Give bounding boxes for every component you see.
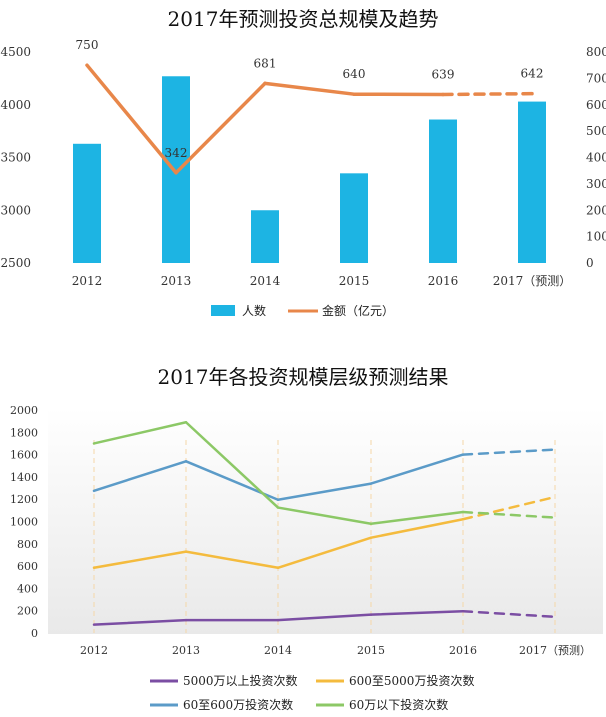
amount-line-segment <box>441 91 534 97</box>
series-segment <box>461 495 557 521</box>
chart-total-investment: 2017年预测投资总规模及趋势 750 342 681 640 639 642 2500 3… <box>0 7 606 318</box>
right-axis-tick: 200 <box>586 203 606 217</box>
x-axis-tick: 2015 <box>357 644 385 657</box>
bar-2015 <box>340 173 368 263</box>
series-segment <box>276 613 373 622</box>
series-line-2 <box>92 448 557 502</box>
right-axis-tick: 400 <box>586 151 606 165</box>
x-axis-tick: 2015 <box>339 274 370 288</box>
series-segment <box>184 460 280 502</box>
y-axis-tick: 2000 <box>10 404 38 417</box>
bar-2017 <box>518 101 546 264</box>
chart2-legend: 5000万以上投资次数 600至5000万投资次数 60至600万投资次数 60… <box>150 673 474 712</box>
bar-2012 <box>73 143 101 263</box>
right-axis-tick: 300 <box>586 177 606 191</box>
x-axis-tick: 2013 <box>161 274 192 288</box>
y-axis-tick: 1200 <box>10 493 38 506</box>
chart1-data-labels: 750 342 681 640 639 642 <box>76 38 544 160</box>
bar-2014 <box>251 210 279 263</box>
legend-label-600-5000: 600至5000万投资次数 <box>349 673 474 688</box>
legend-label-60-600: 60至600万投资次数 <box>183 697 293 712</box>
right-axis-tick: 600 <box>586 98 606 112</box>
y-axis-tick: 1600 <box>10 449 38 462</box>
chart2-series <box>92 421 557 626</box>
legend-swatch-people <box>211 305 235 316</box>
y-axis-tick: 1000 <box>10 516 38 529</box>
series-segment <box>184 550 280 570</box>
amount-data-label: 639 <box>432 67 455 81</box>
series-segment <box>92 618 188 626</box>
y-axis-tick: 600 <box>17 560 38 573</box>
y-axis-tick: 0 <box>31 627 38 640</box>
series-segment <box>369 610 465 616</box>
legend-label-amount: 金额（亿元） <box>322 303 394 318</box>
x-axis-tick: 2017（预测） <box>519 644 591 657</box>
series-segment <box>276 506 373 525</box>
right-axis-tick: 500 <box>586 124 606 138</box>
y-axis-tick: 800 <box>17 538 38 551</box>
x-axis-tick: 2017（预测） <box>493 274 572 288</box>
series-segment <box>92 421 188 445</box>
x-axis-tick: 2014 <box>264 644 292 657</box>
series-segment <box>461 510 557 519</box>
series-segment <box>276 482 373 502</box>
amount-line-segment <box>85 63 178 175</box>
bar-2016 <box>429 119 457 264</box>
chart1-bars <box>73 76 546 264</box>
y-axis-tick: 1400 <box>10 471 38 484</box>
legend-label-5000-plus: 5000万以上投资次数 <box>183 673 298 688</box>
left-axis-tick: 3500 <box>0 151 31 165</box>
left-axis-tick: 4500 <box>0 45 31 59</box>
chart1-title: 2017年预测投资总规模及趋势 <box>168 7 439 31</box>
right-axis-tick: 100 <box>586 230 606 244</box>
x-axis-tick: 2013 <box>172 644 200 657</box>
amount-data-label: 750 <box>76 38 99 52</box>
amount-data-label: 681 <box>254 56 277 70</box>
series-segment <box>92 550 188 570</box>
legend-label-people: 人数 <box>242 303 266 318</box>
amount-line-segment <box>263 81 356 96</box>
y-axis-tick: 1800 <box>10 426 38 439</box>
series-segment <box>461 610 557 619</box>
series-segment <box>369 510 465 525</box>
chart2-title: 2017年各投资规模层级预测结果 <box>158 365 449 389</box>
series-line-3 <box>92 421 557 525</box>
chart1-legend: 人数 金额（亿元） <box>211 303 394 318</box>
y-axis-tick: 400 <box>17 582 38 595</box>
left-axis-tick: 4000 <box>0 98 31 112</box>
x-axis-tick: 2012 <box>80 644 108 657</box>
chart2-guide-lines <box>93 440 556 633</box>
series-line-1 <box>92 495 557 570</box>
series-segment <box>92 460 188 493</box>
chart1-right-axis: 0 100 200 300 400 500 600 700 800 <box>586 45 606 270</box>
x-axis-tick: 2012 <box>72 274 103 288</box>
right-axis-tick: 0 <box>586 256 594 270</box>
left-axis-tick: 3000 <box>0 203 31 217</box>
series-line-0 <box>92 610 557 626</box>
series-segment <box>369 518 465 539</box>
chart2-x-axis: 2012 2013 2014 2015 2016 2017（预测） <box>80 644 591 657</box>
left-axis-tick: 2500 <box>0 256 31 270</box>
series-segment <box>461 448 557 456</box>
series-segment <box>184 421 280 509</box>
bar-2013 <box>162 76 190 263</box>
chart1-amount-line <box>85 63 534 175</box>
chart1-left-axis: 2500 3000 3500 4000 4500 <box>0 45 31 270</box>
series-segment <box>276 536 373 570</box>
x-axis-tick: 2016 <box>449 644 477 657</box>
chart2-plot-background <box>48 408 603 634</box>
chart2-y-axis: 0 200 400 600 800 1000 1200 1400 1600 1800 2000 <box>10 404 38 640</box>
chart1-x-axis: 2012 2013 2014 2015 2016 2017（预测） <box>72 274 572 288</box>
amount-data-label: 342 <box>165 146 188 160</box>
x-axis-tick: 2016 <box>428 274 459 288</box>
amount-line-segment <box>174 81 267 175</box>
y-axis-tick: 200 <box>17 605 38 618</box>
amount-data-label: 642 <box>521 67 544 81</box>
legend-label-under-60: 60万以下投资次数 <box>349 697 448 712</box>
x-axis-tick: 2014 <box>250 274 281 288</box>
right-axis-tick: 800 <box>586 45 606 59</box>
series-segment <box>369 453 465 485</box>
amount-data-label: 640 <box>343 67 366 81</box>
right-axis-tick: 700 <box>586 71 606 85</box>
